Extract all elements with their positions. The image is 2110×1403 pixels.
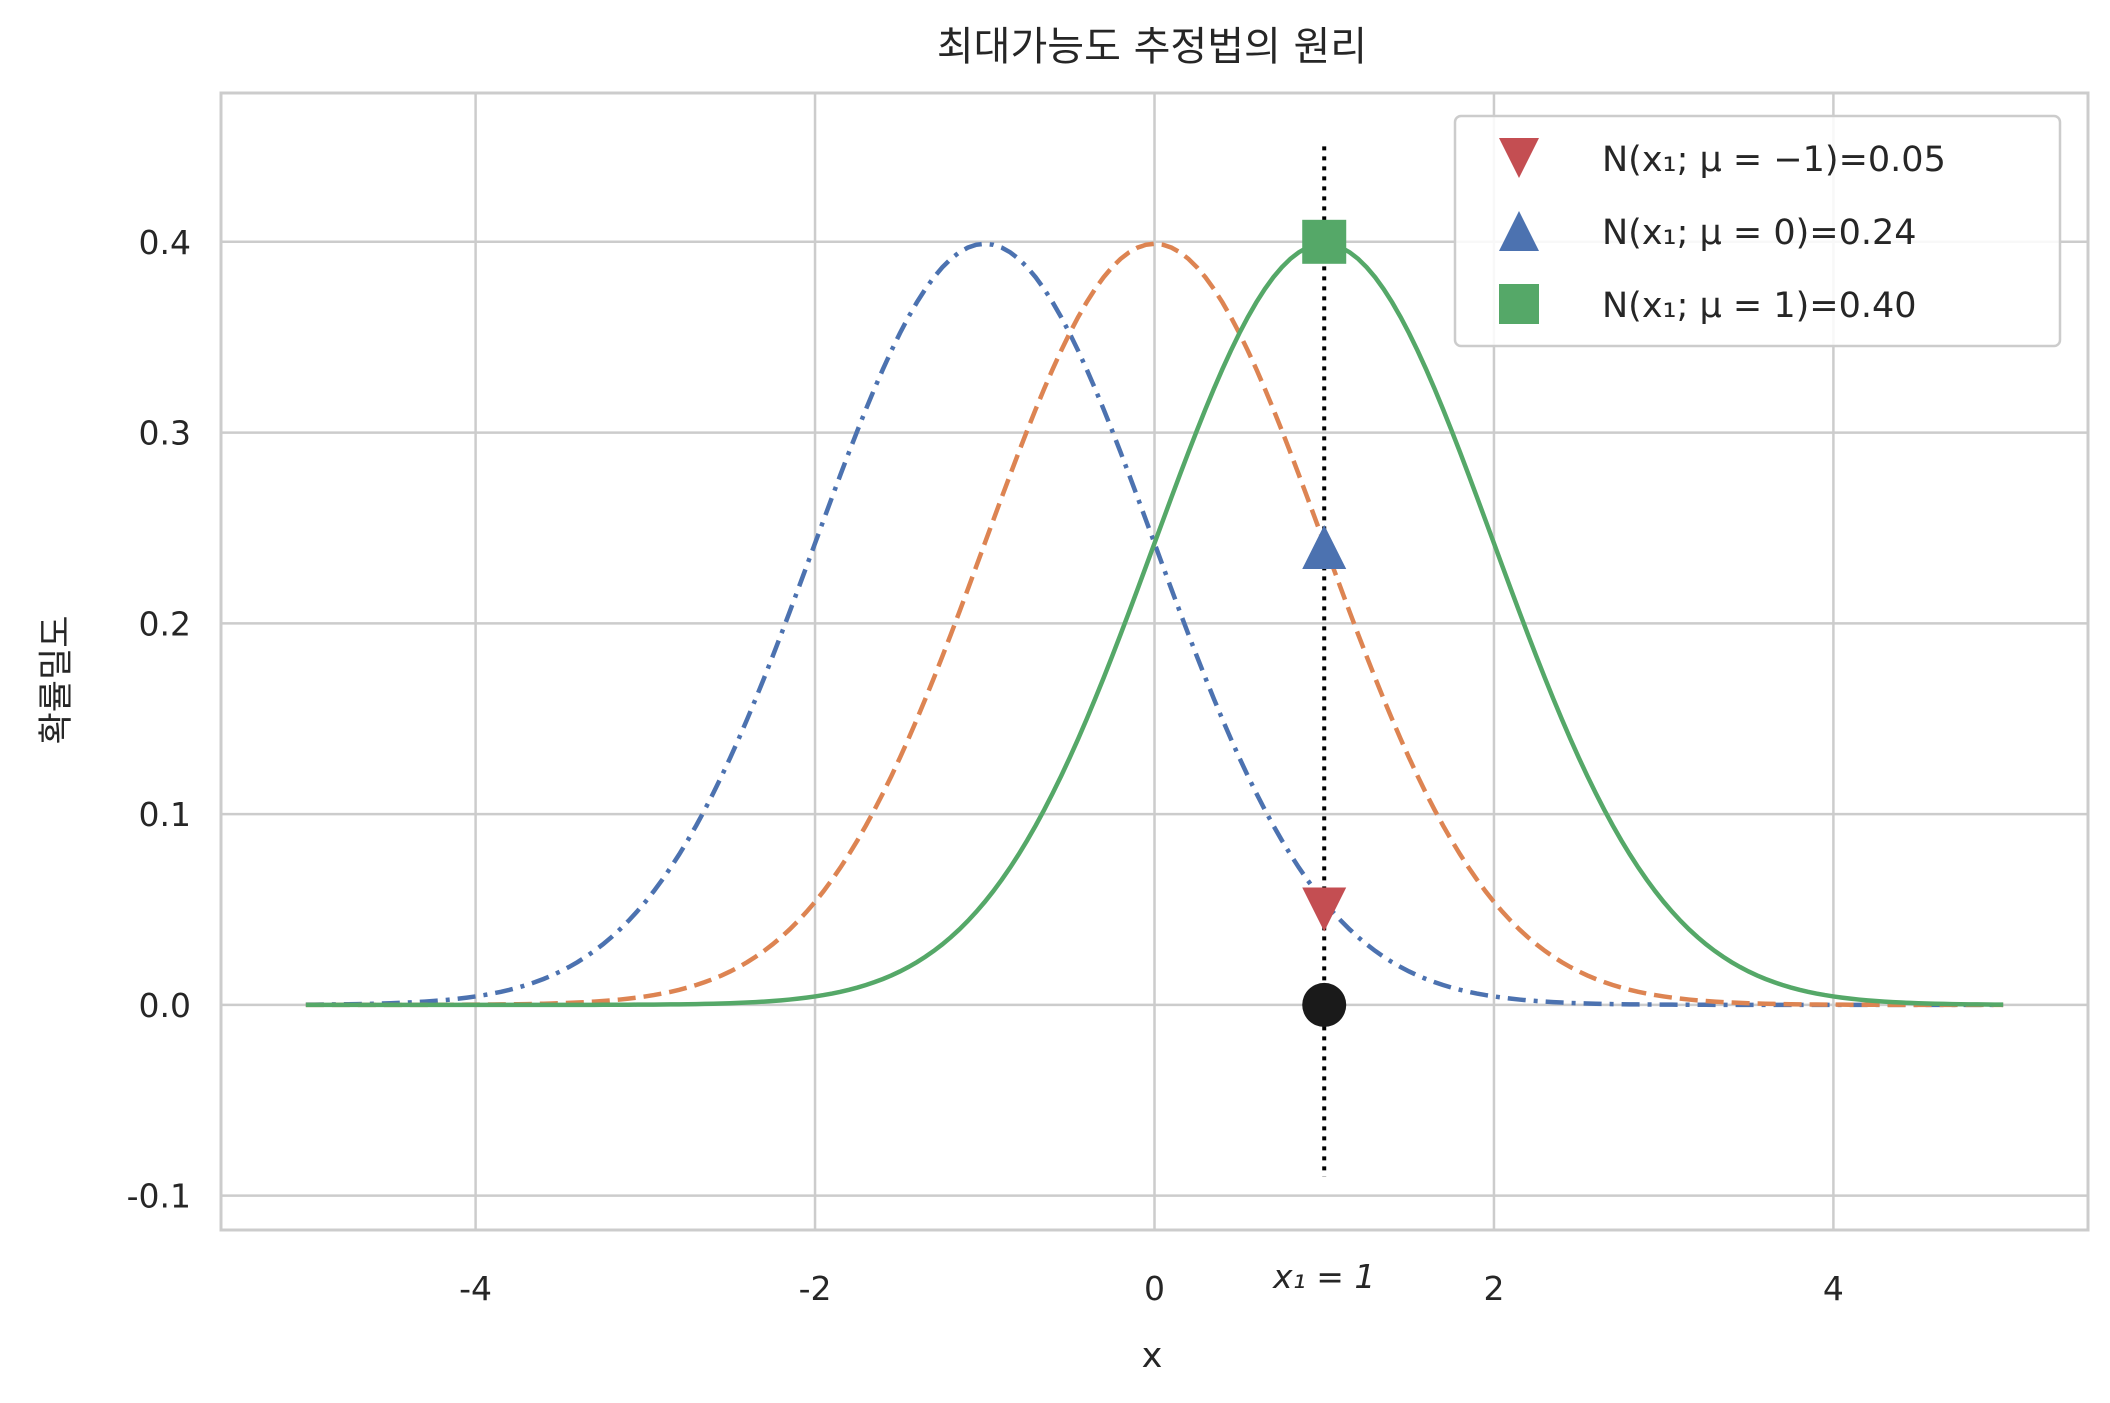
x1-tick-label: x₁ = 1 (1272, 1257, 1375, 1296)
legend-entry-label: N(x₁; μ = 0)=0.24 (1602, 213, 1917, 253)
y-tick-label: 0.3 (139, 414, 191, 453)
y-axis-label: 확률밀도 (37, 616, 77, 745)
likelihood-marker-triangle-up (1302, 525, 1347, 570)
legend-marker-square (1499, 284, 1539, 324)
series-layer (305, 146, 2004, 1177)
observation-point (1302, 982, 1347, 1027)
plot-frame (219, 91, 2090, 1232)
chart-title: 최대가능도 추정법의 원리 (937, 24, 1367, 70)
legend-marker-triangle-down (1499, 138, 1539, 178)
legend-entry-label: N(x₁; μ = 1)=0.40 (1602, 286, 1917, 326)
likelihood-marker-triangle-down (1302, 887, 1347, 932)
legend-box (1453, 114, 2062, 348)
legend-entry-label: N(x₁; μ = −1)=0.05 (1602, 140, 1946, 180)
likelihood-marker-square (1302, 219, 1347, 264)
x-tick-label: 0 (1144, 1269, 1165, 1308)
y-tick-label: 0.1 (139, 795, 191, 834)
density-curve (305, 241, 2004, 1008)
x-tick-label: -2 (799, 1269, 832, 1308)
y-tick-label: -0.1 (127, 1177, 191, 1216)
y-tick-label: 0.4 (139, 223, 191, 262)
x-tick-label: -4 (459, 1269, 492, 1308)
tick-labels: -4 -2 0 2 4 x₁ = 1 -0.1 0.0 0.1 0.2 0.3 0.4 (127, 223, 1844, 1308)
density-curve (305, 241, 2004, 1008)
x-tick-label: 2 (1483, 1269, 1504, 1308)
legend-marker-triangle-up (1499, 211, 1539, 251)
x-axis-label: x (1142, 1336, 1163, 1376)
legend: N(x₁; μ = −1)=0.05 N(x₁; μ = 0)=0.24 N(x₁;… (1453, 114, 2062, 348)
y-tick-label: 0.2 (139, 604, 191, 643)
x-tick-label: 4 (1823, 1269, 1844, 1308)
y-tick-label: 0.0 (139, 986, 191, 1025)
marker-layer (1302, 219, 1347, 1027)
